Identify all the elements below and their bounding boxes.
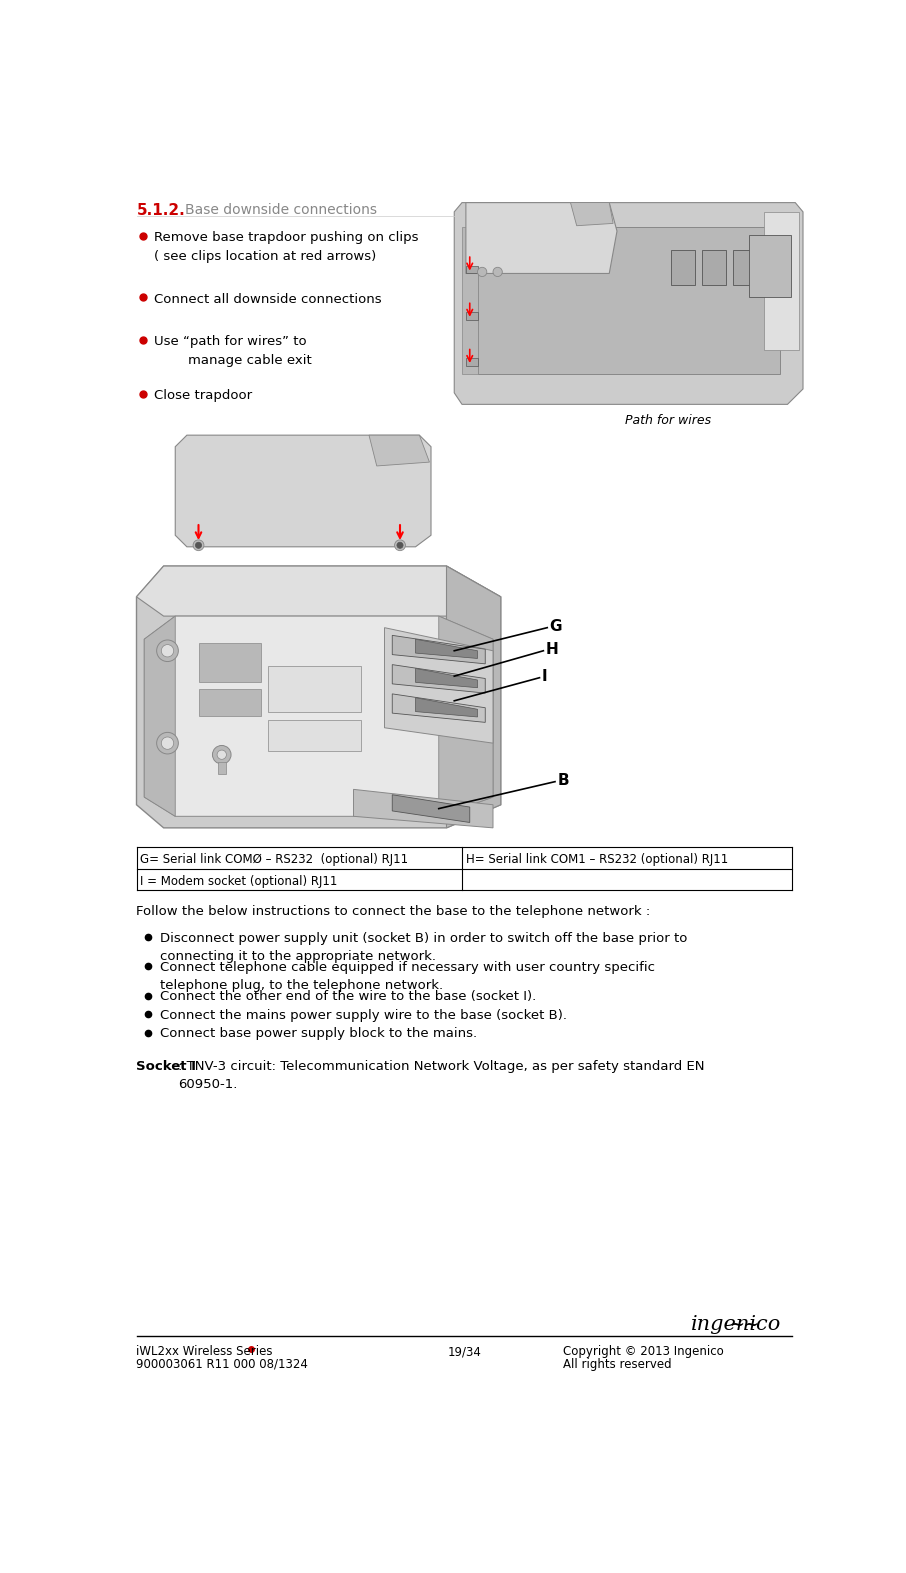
Text: Follow the below instructions to connect the base to the telephone network :: Follow the below instructions to connect… [137, 904, 651, 919]
Circle shape [161, 738, 174, 749]
Text: H: H [545, 642, 558, 656]
Polygon shape [416, 698, 477, 717]
Circle shape [196, 543, 202, 549]
Polygon shape [462, 227, 477, 373]
Bar [765, 212, 799, 351]
Text: 19/34: 19/34 [448, 1345, 481, 1359]
Text: Base downside connections: Base downside connections [185, 203, 377, 217]
Polygon shape [392, 694, 486, 722]
Circle shape [477, 267, 487, 277]
Text: Close trapdoor: Close trapdoor [153, 389, 252, 403]
Text: G= Serial link COMØ – RS232  (optional) RJ11: G= Serial link COMØ – RS232 (optional) R… [140, 853, 409, 867]
Text: Connect all downside connections: Connect all downside connections [153, 293, 381, 305]
Polygon shape [454, 203, 803, 404]
Polygon shape [439, 617, 493, 816]
Text: H= Serial link COM1 – RS232 (optional) RJ11: H= Serial link COM1 – RS232 (optional) R… [466, 853, 728, 867]
Text: : TNV-3 circuit: Telecommunication Network Voltage, as per safety standard EN
60: : TNV-3 circuit: Telecommunication Netwo… [178, 1060, 705, 1090]
Circle shape [395, 540, 405, 551]
Text: Connect base power supply block to the mains.: Connect base power supply block to the m… [159, 1027, 477, 1040]
Text: Copyright © 2013 Ingenico: Copyright © 2013 Ingenico [563, 1345, 724, 1359]
Text: G: G [550, 618, 562, 634]
Polygon shape [392, 635, 486, 664]
Circle shape [397, 543, 403, 549]
Bar [748, 234, 791, 297]
Circle shape [193, 540, 204, 551]
Polygon shape [571, 203, 613, 225]
Text: ~~: ~~ [729, 1315, 759, 1334]
Polygon shape [466, 203, 617, 274]
Circle shape [212, 746, 231, 764]
Polygon shape [137, 566, 501, 617]
Text: Use “path for wires” to
        manage cable exit: Use “path for wires” to manage cable exi… [153, 335, 312, 367]
Text: B: B [557, 772, 569, 788]
Polygon shape [392, 665, 486, 694]
Bar [466, 266, 477, 274]
Text: I = Modem socket (optional) RJ11: I = Modem socket (optional) RJ11 [140, 875, 338, 887]
Bar [671, 250, 695, 285]
Circle shape [157, 733, 178, 753]
Text: 5.1.2.: 5.1.2. [137, 203, 185, 217]
Bar [466, 311, 477, 319]
Text: Path for wires: Path for wires [625, 414, 711, 428]
Polygon shape [416, 669, 477, 687]
Circle shape [217, 750, 226, 760]
Polygon shape [144, 617, 175, 816]
Polygon shape [353, 790, 493, 827]
Bar [268, 720, 361, 750]
Bar [217, 763, 226, 774]
Polygon shape [369, 436, 429, 466]
Text: Connect telephone cable equipped if necessary with user country specific
telepho: Connect telephone cable equipped if nece… [159, 961, 655, 993]
Bar [198, 689, 261, 716]
Text: I: I [542, 669, 547, 684]
Polygon shape [447, 566, 501, 827]
Text: Connect the mains power supply wire to the base (socket B).: Connect the mains power supply wire to t… [159, 1008, 567, 1022]
Circle shape [493, 267, 502, 277]
Bar [733, 250, 757, 285]
Polygon shape [175, 436, 431, 547]
Text: Disconnect power supply unit (socket B) in order to switch off the base prior to: Disconnect power supply unit (socket B) … [159, 931, 687, 963]
Polygon shape [477, 227, 780, 373]
Bar [702, 250, 726, 285]
Text: ingenico: ingenico [691, 1315, 781, 1334]
Polygon shape [137, 566, 501, 827]
Polygon shape [416, 639, 477, 659]
Bar [466, 359, 477, 367]
Circle shape [157, 640, 178, 662]
Text: 900003061 R11 000 08/1324: 900003061 R11 000 08/1324 [137, 1357, 308, 1370]
Text: All rights reserved: All rights reserved [563, 1357, 671, 1370]
Circle shape [161, 645, 174, 658]
Text: Remove base trapdoor pushing on clips
( see clips location at red arrows): Remove base trapdoor pushing on clips ( … [153, 231, 418, 263]
Polygon shape [392, 794, 469, 823]
Bar [198, 643, 261, 681]
Text: Socket I: Socket I [137, 1060, 201, 1073]
Bar [268, 665, 361, 713]
Text: iWL2xx Wireless Series: iWL2xx Wireless Series [137, 1345, 273, 1359]
Polygon shape [144, 617, 493, 816]
Polygon shape [384, 628, 493, 742]
Text: Connect the other end of the wire to the base (socket I).: Connect the other end of the wire to the… [159, 991, 536, 1004]
